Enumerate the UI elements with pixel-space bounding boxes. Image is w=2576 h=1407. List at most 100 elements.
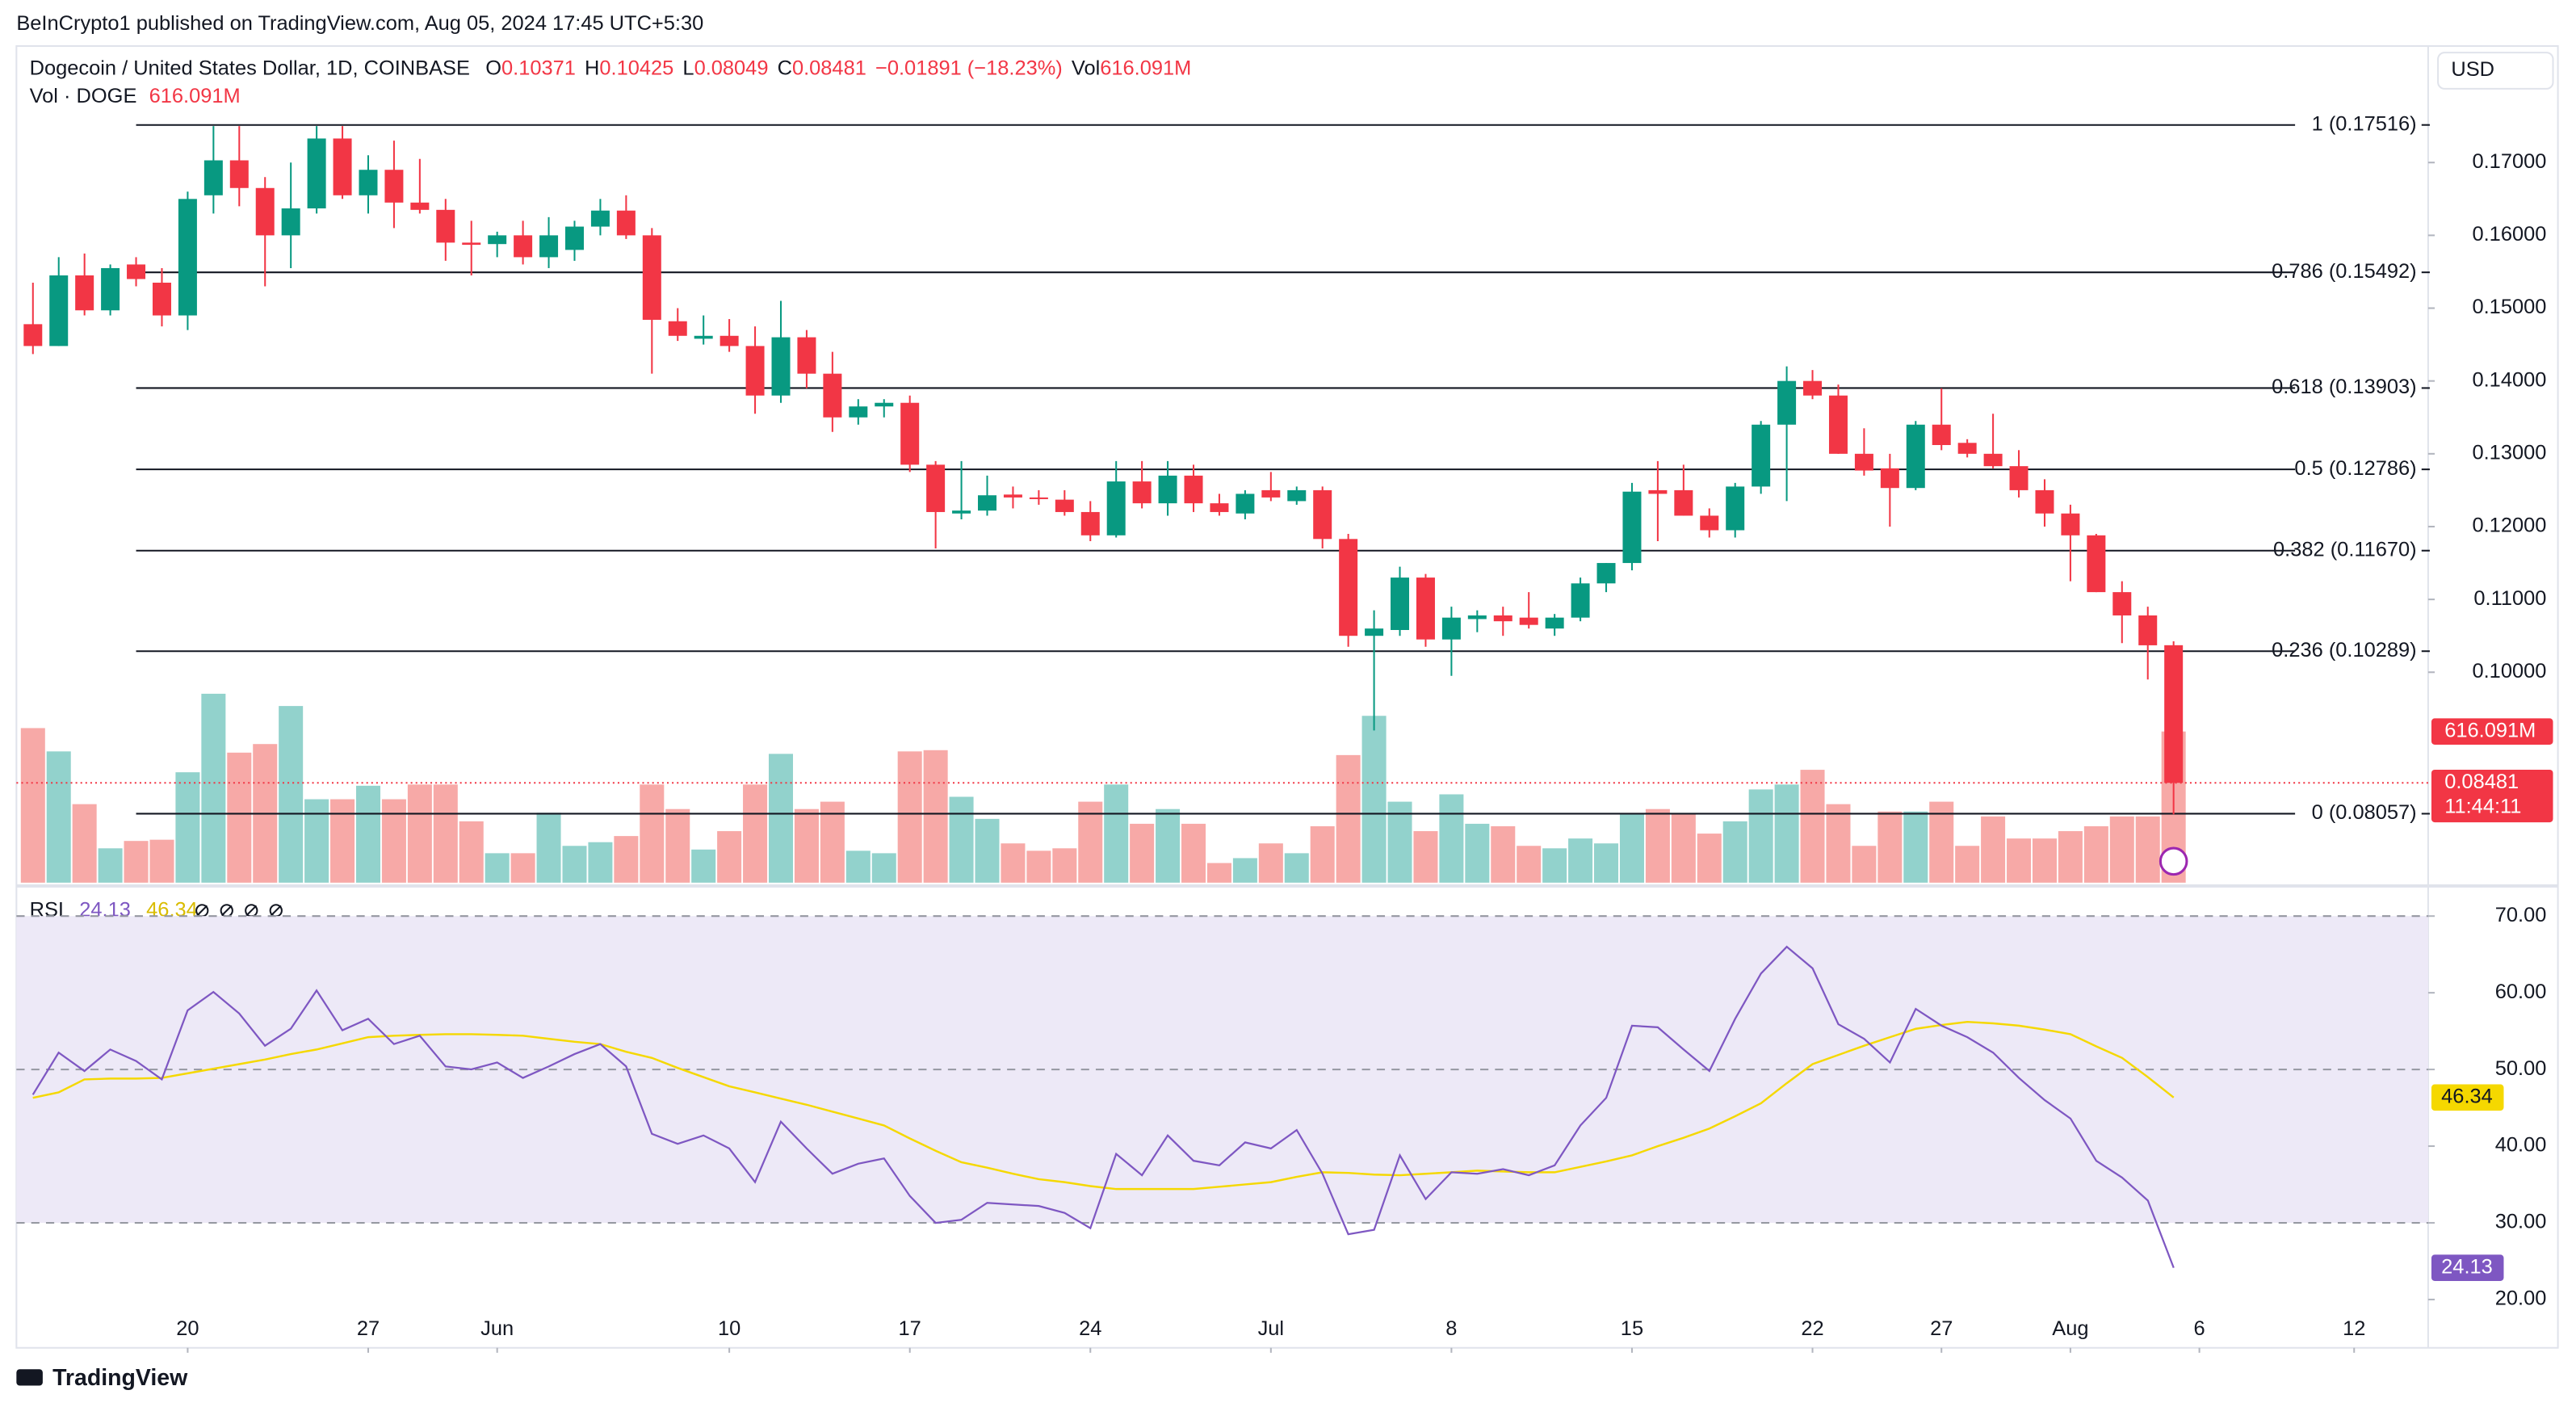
candle-body xyxy=(514,235,533,258)
candle-body xyxy=(1055,499,1074,512)
candle-body xyxy=(1339,539,1358,636)
candle-body xyxy=(720,335,739,346)
plot: 1 (0.17516) 0.786 (0.15492) 0.618 (0.13903… xyxy=(16,112,2553,1353)
volume-bar xyxy=(1645,808,1670,883)
volume-bar xyxy=(2032,838,2057,883)
change-value: −0.01891 (−18.23%) xyxy=(875,57,1063,79)
close-value: 0.08481 xyxy=(792,57,866,79)
candle-body xyxy=(1545,617,1564,629)
candle-body xyxy=(1416,578,1435,640)
volume-bar xyxy=(355,785,380,883)
volume-bar xyxy=(1439,794,1464,883)
ohlc-letter: C xyxy=(778,57,792,79)
candle-body xyxy=(1441,617,1461,640)
volume-bar xyxy=(1078,801,1103,883)
y-tick-label: 0.10000 xyxy=(2472,660,2546,682)
volume-bar xyxy=(2007,838,2032,883)
y-tick-label: 0.12000 xyxy=(2472,514,2546,537)
volume-bar xyxy=(381,799,406,883)
volume-bar xyxy=(1026,850,1051,883)
volume-bar xyxy=(433,784,458,883)
candle-body xyxy=(281,208,300,236)
candle-body xyxy=(23,324,43,346)
volume-bar xyxy=(1594,843,1619,883)
volume-bar xyxy=(1697,834,1722,883)
volume-bar xyxy=(20,728,45,883)
volume-bar xyxy=(459,821,484,883)
candle-body xyxy=(1467,615,1487,620)
candle-body xyxy=(178,199,197,316)
candle-body xyxy=(1932,424,1951,446)
rsi-tick-label: 50.00 xyxy=(2495,1057,2547,1080)
candle-body xyxy=(359,170,378,195)
volume-bar xyxy=(1387,801,1412,883)
logo-mark xyxy=(16,1369,43,1386)
candle-body xyxy=(668,321,687,336)
publish-note: BeInCrypto1 published on TradingView.com… xyxy=(16,12,703,35)
candle-body xyxy=(333,138,352,195)
x-tick-label: 17 xyxy=(899,1317,921,1340)
volume-bar xyxy=(717,831,742,883)
volume-bar xyxy=(1671,813,1696,883)
volume-bar xyxy=(175,772,200,883)
rsi-tick-label: 30.00 xyxy=(2495,1211,2547,1233)
candle-body xyxy=(203,160,223,195)
volume-bar xyxy=(1181,823,1206,883)
volume-bar xyxy=(201,693,226,883)
fib-label: 0.382 (0.11670) xyxy=(2273,538,2417,561)
candle-body xyxy=(1184,475,1203,504)
candle-body xyxy=(1261,489,1281,498)
x-tick-label: 6 xyxy=(2194,1317,2205,1340)
candle-body xyxy=(2061,513,2080,536)
volume-bar xyxy=(124,841,149,883)
candle-body xyxy=(1313,489,1332,540)
volume-bar xyxy=(1413,831,1438,883)
candle-body xyxy=(1726,486,1745,531)
volume-bar xyxy=(2109,816,2134,883)
volume-bar xyxy=(1981,816,2006,883)
volume-price-box xyxy=(2431,718,2553,745)
candle-body xyxy=(49,275,69,346)
volume-bar xyxy=(897,751,922,883)
logo-text: TradingView xyxy=(52,1365,188,1391)
volume-name: Vol · DOGE xyxy=(30,85,137,107)
volume-bar xyxy=(1465,823,1490,883)
candle-body xyxy=(1106,481,1126,536)
candle-body xyxy=(590,210,610,227)
volume-bar xyxy=(845,850,871,883)
rsi-value-box xyxy=(2431,1084,2504,1111)
candle-body xyxy=(488,235,507,245)
volume-bar xyxy=(2135,816,2160,883)
x-tick-label: 27 xyxy=(1930,1317,1953,1340)
candle-body xyxy=(101,267,120,311)
candle-body xyxy=(642,235,661,320)
candle-body xyxy=(1158,475,1177,504)
volume-bar xyxy=(510,853,535,883)
currency-label[interactable]: USD xyxy=(2451,58,2494,81)
candle-body xyxy=(564,226,584,250)
y-tick-label: 0.11000 xyxy=(2473,587,2546,610)
candle-body xyxy=(1880,468,1899,489)
candle-body xyxy=(539,235,559,258)
volume-bar xyxy=(1774,784,1799,883)
candle-body xyxy=(1752,424,1771,487)
currency-button[interactable] xyxy=(2437,52,2554,90)
volume-bar xyxy=(1826,804,1851,883)
volume-bar xyxy=(227,752,252,883)
volume-bar xyxy=(820,801,845,883)
volume-bar xyxy=(1722,821,1747,883)
candle-body xyxy=(1983,453,2003,467)
candle-body xyxy=(900,402,920,465)
candle-body xyxy=(745,346,765,396)
rsi-ma-line xyxy=(32,1020,2175,1191)
volume-bar xyxy=(1156,808,1181,883)
candle-body xyxy=(694,335,713,339)
candle-body xyxy=(255,187,275,236)
icon xyxy=(220,905,233,917)
volume-bar xyxy=(1800,770,1825,883)
replay-icon xyxy=(2159,846,2188,876)
y-tick-label: 0.15000 xyxy=(2472,296,2546,318)
candle-body xyxy=(229,160,249,188)
x-tick-label: 20 xyxy=(176,1317,199,1340)
candle-body xyxy=(1828,395,1848,454)
